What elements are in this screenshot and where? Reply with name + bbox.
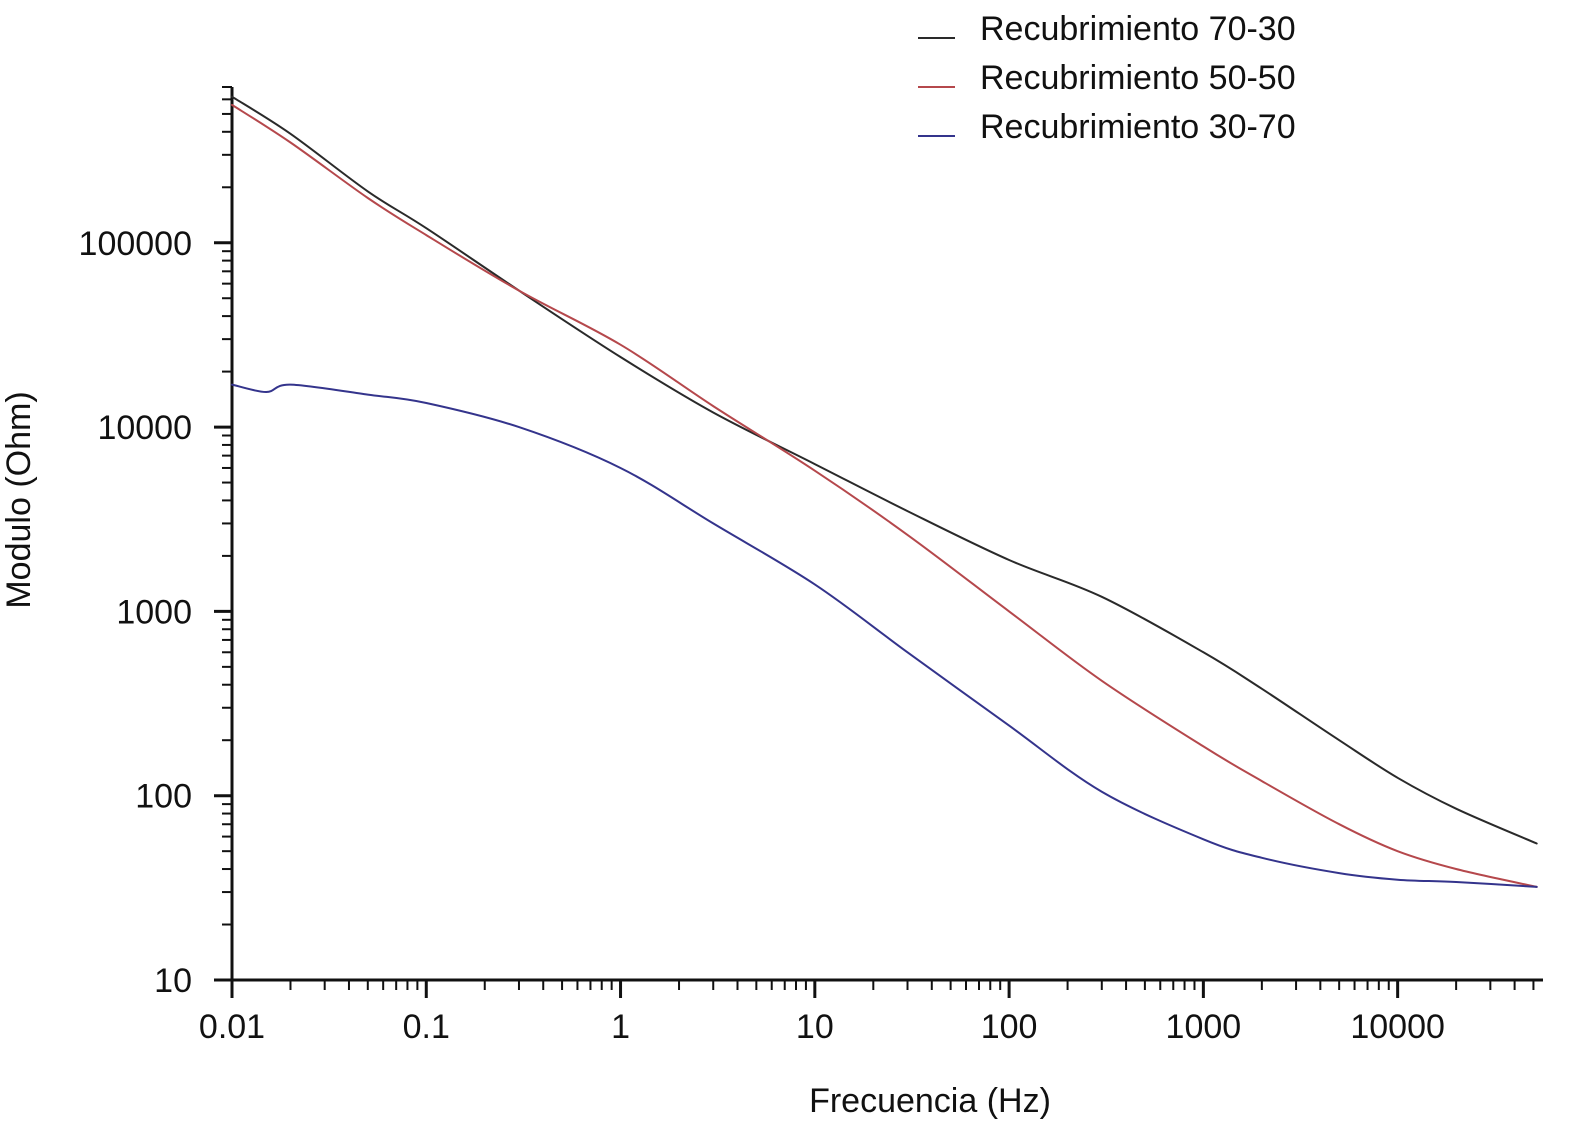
legend-label-1: Recubrimiento 70-30 (980, 10, 1296, 48)
series-line-1 (231, 95, 1538, 845)
x-tick-label: 1000 (1166, 1008, 1242, 1046)
x-tick-label: 10 (796, 1008, 834, 1046)
y-axis-title: Modulo (Ohm) (0, 391, 38, 608)
x-tick-label: 100 (981, 1008, 1038, 1046)
legend-label-2: Recubrimiento 50-50 (980, 59, 1296, 97)
series-lines (231, 95, 1538, 888)
x-axis-title: Frecuencia (Hz) (809, 1082, 1051, 1120)
legend: Recubrimiento 70-30 Recubrimiento 50-50 … (918, 10, 1296, 146)
y-tick-label: 10 (154, 962, 192, 1000)
x-tick-label: 1 (611, 1008, 630, 1046)
x-tick-label: 0.1 (403, 1008, 450, 1046)
y-tick-label: 100000 (79, 225, 192, 263)
y-tick-label: 10000 (97, 409, 192, 447)
legend-label-3: Recubrimiento 30-70 (980, 108, 1296, 146)
y-tick-label: 100 (135, 778, 192, 816)
series-line-2 (231, 103, 1538, 888)
major-ticks (214, 241, 1400, 998)
series-line-3 (231, 383, 1538, 888)
y-tick-label: 1000 (116, 593, 192, 631)
x-tick-label: 0.01 (199, 1008, 265, 1046)
minor-ticks (222, 86, 1535, 990)
tick-labels: 0.01 0.1 1 10 100 1000 10000 10 100 1000 10000 1000… (79, 225, 1445, 1046)
x-tick-label: 10000 (1350, 1008, 1445, 1046)
